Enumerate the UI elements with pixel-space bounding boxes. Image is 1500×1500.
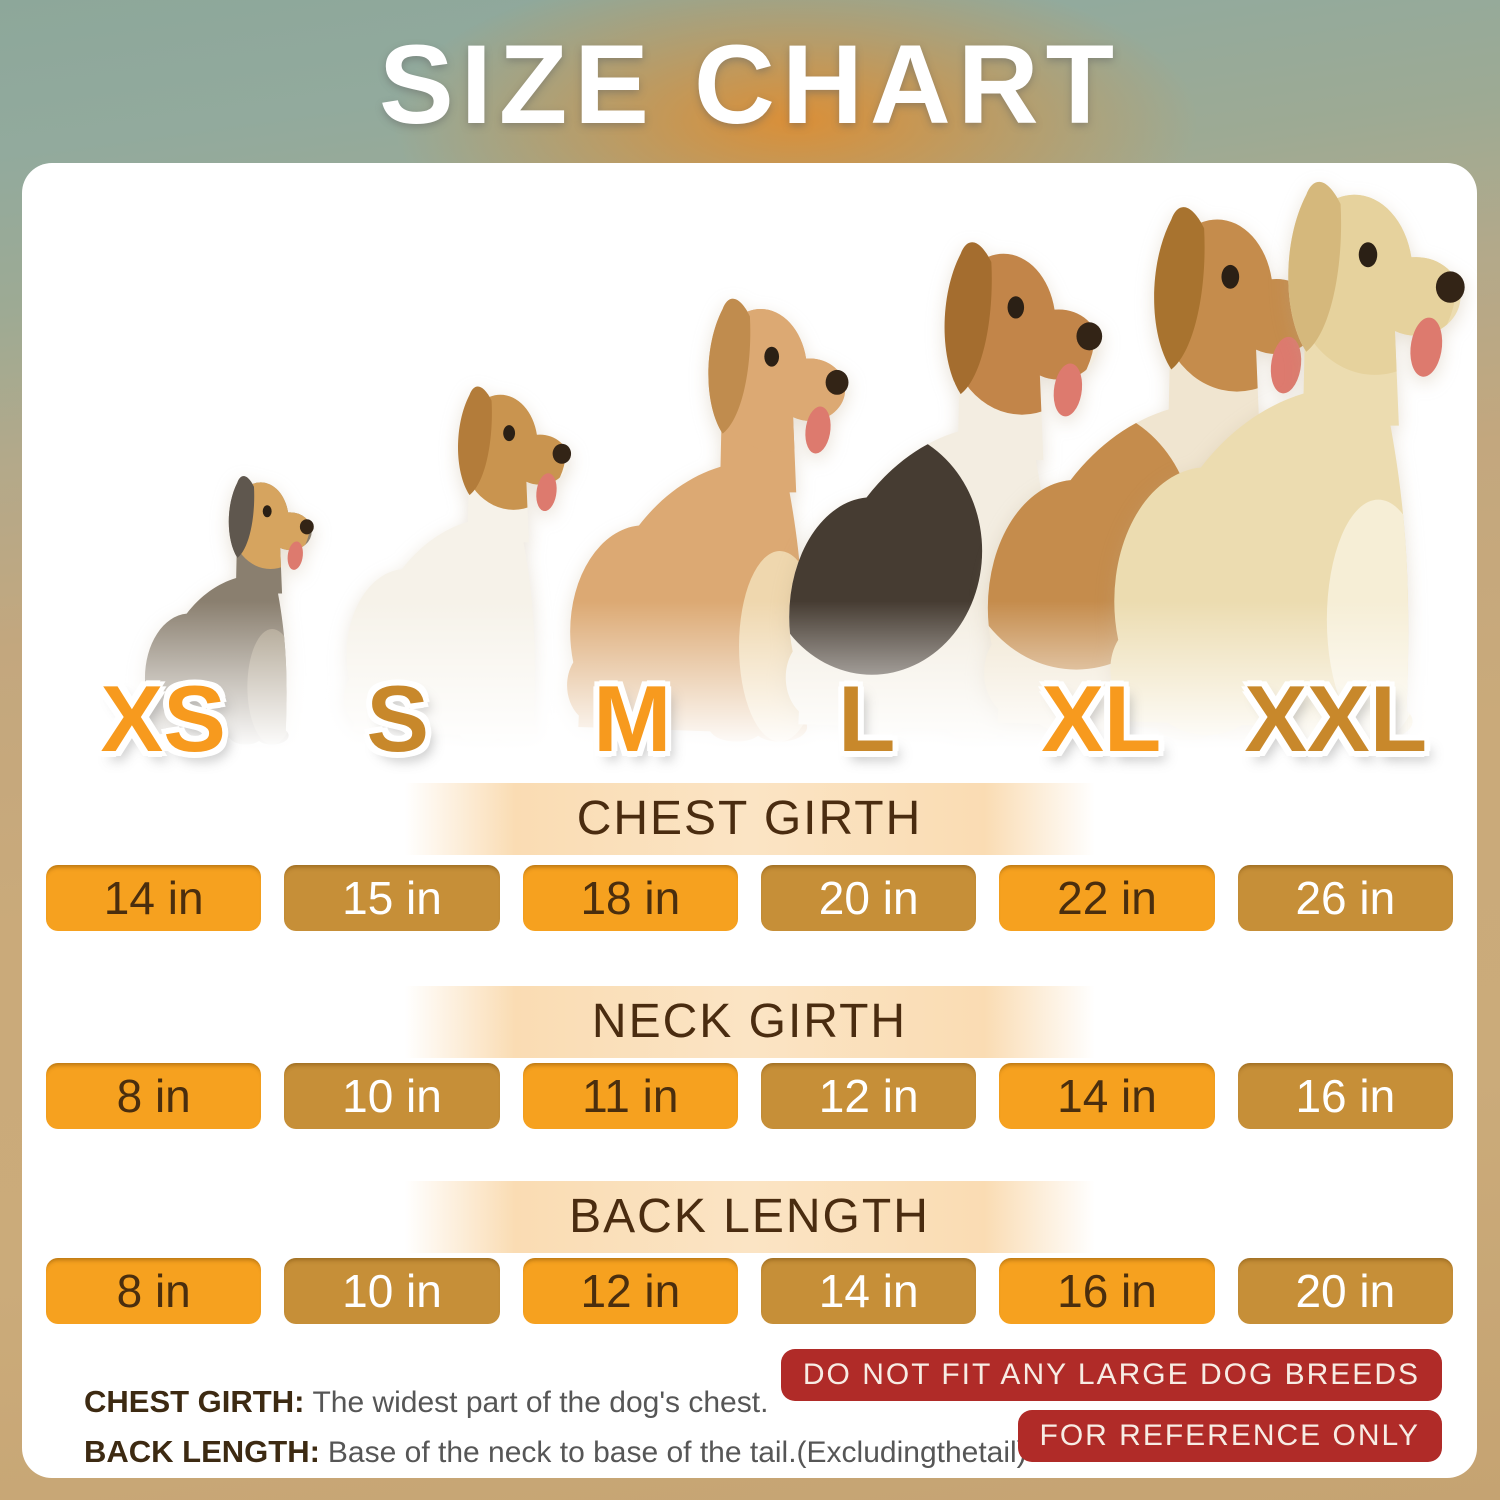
chest-girth-value: 15 in (284, 865, 500, 931)
size-label-xs: XS (100, 666, 226, 771)
size-label-l: L (838, 666, 896, 771)
chest-girth-header: CHEST GIRTH (404, 783, 1095, 855)
back-length-value: 10 in (284, 1258, 500, 1324)
chest-girth-note: CHEST GIRTH: The widest part of the dog's… (84, 1377, 1027, 1427)
neck-girth-row: 8 in 10 in 11 in 12 in 14 in 16 in (46, 1063, 1453, 1129)
no-large-breeds-badge: DO NOT FIT ANY LARGE DOG BREEDS (780, 1349, 1442, 1401)
chest-girth-note-label: CHEST GIRTH: (84, 1384, 305, 1419)
size-label-xl: XL (1041, 666, 1162, 771)
size-label-xxl: XXL (1244, 666, 1428, 771)
chest-girth-note-text: The widest part of the dog's chest. (312, 1386, 769, 1419)
neck-girth-value: 10 in (284, 1063, 500, 1129)
back-length-note: BACK LENGTH: Base of the neck to base of … (84, 1427, 1027, 1477)
chest-girth-value: 18 in (522, 865, 738, 931)
neck-girth-value: 14 in (999, 1063, 1215, 1129)
footnotes: CHEST GIRTH: The widest part of the dog's… (84, 1377, 1027, 1477)
for-reference-only-badge: FOR REFERENCE ONLY (1017, 1410, 1442, 1462)
back-length-value: 8 in (46, 1258, 262, 1324)
back-length-value: 16 in (999, 1258, 1215, 1324)
size-label-m: M (593, 666, 672, 771)
chest-girth-value: 22 in (999, 865, 1215, 931)
chest-girth-value: 20 in (760, 865, 977, 931)
size-label-s: S (366, 666, 430, 771)
neck-girth-value: 8 in (46, 1063, 262, 1129)
dogs-white-fade (22, 601, 1477, 771)
back-length-note-label: BACK LENGTH: (84, 1434, 320, 1469)
back-length-value: 20 in (1237, 1258, 1453, 1324)
warning-badges: DO NOT FIT ANY LARGE DOG BREEDS FOR REFE… (780, 1349, 1442, 1462)
dogs-illustration (22, 163, 1477, 771)
back-length-value: 14 in (760, 1258, 977, 1324)
neck-girth-header: NECK GIRTH (404, 986, 1095, 1058)
neck-girth-value: 11 in (522, 1063, 738, 1129)
size-labels-row: XS S M L XL XXL (46, 661, 1453, 777)
neck-girth-value: 16 in (1237, 1063, 1453, 1129)
back-length-value: 12 in (522, 1258, 738, 1324)
back-length-header: BACK LENGTH (404, 1181, 1095, 1253)
back-length-note-text: Base of the neck to base of the tail.(Ex… (327, 1436, 1027, 1469)
size-chart-card: XS S M L XL XXL CHEST GIRTH 14 in 15 in … (22, 163, 1477, 1478)
page-title: SIZE CHART (379, 22, 1121, 147)
back-length-row: 8 in 10 in 12 in 14 in 16 in 20 in (46, 1258, 1453, 1324)
neck-girth-value: 12 in (760, 1063, 977, 1129)
chest-girth-row: 14 in 15 in 18 in 20 in 22 in 26 in (46, 865, 1453, 931)
chest-girth-value: 26 in (1237, 865, 1453, 931)
chest-girth-value: 14 in (46, 865, 262, 931)
